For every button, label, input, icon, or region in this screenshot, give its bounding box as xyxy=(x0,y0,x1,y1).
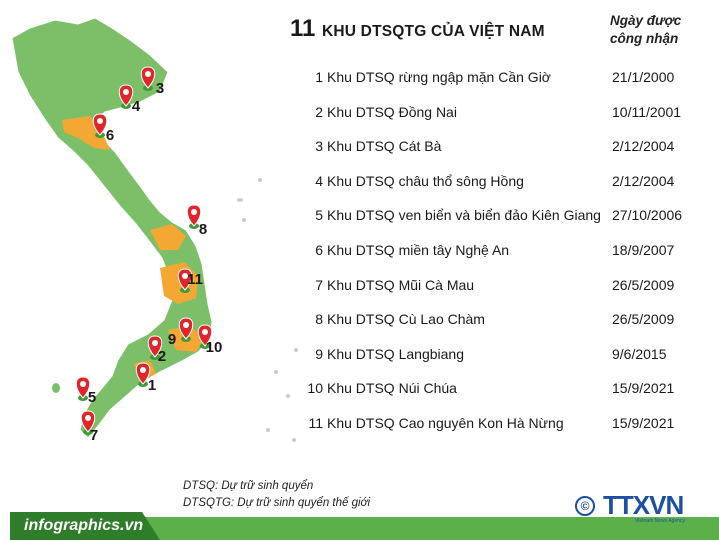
reserve-list: 1 Khu DTSQ rừng ngập mặn Cần Giờ 21/1/2000… xyxy=(305,64,715,445)
reserve-area-nghe-an xyxy=(62,116,110,150)
site-name[interactable]: infographics.vn xyxy=(24,517,144,534)
list-item: 1 Khu DTSQ rừng ngập mặn Cần Giờ 21/1/2000 xyxy=(305,64,715,99)
reserve-date: 15/9/2021 xyxy=(612,414,675,431)
list-item: 9 Khu DTSQ Langbiang 9/6/2015 xyxy=(305,341,715,376)
map-marker-label: 2 xyxy=(158,348,166,365)
map-marker xyxy=(75,376,91,401)
vietnam-map: 34 6 8 11 9 10 21 5 7 xyxy=(11,17,298,444)
list-item: 2 Khu DTSQ Đồng Nai 10/11/2001 xyxy=(305,99,715,134)
reserve-name: Khu DTSQ miền tây Nghệ An xyxy=(327,241,510,258)
reserve-date: 26/5/2009 xyxy=(612,276,675,293)
list-item: 4 Khu DTSQ châu thổ sông Hồng 2/12/2004 xyxy=(305,168,715,203)
reserve-number: 5 xyxy=(315,207,323,224)
ttxvn-logo: © TTXVN Vietnam News Agency xyxy=(575,490,703,524)
reserve-date: 10/11/2001 xyxy=(612,103,682,120)
reserve-area-quang-nam xyxy=(150,224,186,250)
copyright-icon: © xyxy=(575,496,595,516)
reserve-date: 26/5/2009 xyxy=(612,311,675,328)
reserve-date: 9/6/2015 xyxy=(612,345,667,362)
map-marker xyxy=(197,324,213,349)
list-item: 6 Khu DTSQ miền tây Nghệ An 18/9/2007 xyxy=(305,237,715,272)
reserve-number: 1 xyxy=(315,69,323,85)
reserve-name: Khu DTSQ Cù Lao Chàm xyxy=(327,311,485,328)
page-title: KHU DTSQTG CỦA VIỆT NAM xyxy=(322,23,545,40)
reserve-date: 15/9/2021 xyxy=(612,380,675,397)
map-marker-label: 6 xyxy=(106,127,114,144)
reserve-name: Khu DTSQ Mũi Cà Mau xyxy=(327,276,475,293)
reserve-number: 8 xyxy=(315,311,323,328)
reserve-number: 2 xyxy=(315,103,323,120)
list-item: 10 Khu DTSQ Núi Chúa 15/9/2021 xyxy=(305,375,715,410)
reserve-date: 18/9/2007 xyxy=(612,241,675,258)
map-marker-label: 3 xyxy=(156,80,164,97)
island xyxy=(52,383,60,393)
map-marker-label: 1 xyxy=(148,377,156,394)
logo-subtitle: Vietnam News Agency xyxy=(635,518,685,524)
island xyxy=(292,438,296,442)
note-dtsqtg: DTSQTG: Dự trữ sinh quyển thế giới xyxy=(183,497,371,509)
reserve-date: 2/12/2004 xyxy=(612,172,675,189)
island xyxy=(286,394,290,398)
map-marker xyxy=(118,84,134,109)
island xyxy=(266,428,270,432)
reserve-name: Khu DTSQ Núi Chúa xyxy=(327,380,457,397)
reserve-number: 3 xyxy=(315,138,323,155)
date-header-line1: Ngày được xyxy=(610,13,682,28)
reserve-number: 4 xyxy=(315,172,323,189)
reserve-number: 9 xyxy=(315,345,323,362)
header: 11 KHU DTSQTG CỦA VIỆT NAM Ngày được côn… xyxy=(290,12,710,56)
date-column-header: Ngày được công nhận xyxy=(610,12,681,48)
map-marker-label: 4 xyxy=(132,98,141,115)
reserve-number: 7 xyxy=(315,276,323,293)
map-marker xyxy=(178,317,194,342)
note-dtsq: DTSQ: Dự trữ sinh quyển xyxy=(183,480,314,492)
map-marker-label: 9 xyxy=(168,331,176,348)
footer-tab xyxy=(10,512,160,540)
list-item: 7 Khu DTSQ Mũi Cà Mau 26/5/2009 xyxy=(305,272,715,307)
reserve-number: 10 xyxy=(307,380,323,397)
island xyxy=(237,198,243,202)
reserve-number: 6 xyxy=(315,241,323,258)
map-marker-label: 5 xyxy=(88,389,96,406)
reserve-name: Khu DTSQ châu thổ sông Hồng xyxy=(327,172,524,189)
reserve-name: Khu DTSQ rừng ngập mặn Cần Giờ xyxy=(327,69,551,85)
map-marker xyxy=(177,268,193,293)
notes: DTSQ: Dự trữ sinh quyển DTSQTG: Dự trữ s… xyxy=(183,478,370,512)
island xyxy=(242,218,246,222)
reserve-date: 21/1/2000 xyxy=(612,69,675,85)
vietnam-land xyxy=(11,17,213,439)
island xyxy=(274,370,278,374)
list-item: 11 Khu DTSQ Cao nguyên Kon Hà Nừng 15/9/20… xyxy=(305,410,715,445)
title-number: 11 xyxy=(290,15,316,42)
reserve-number: 11 xyxy=(308,414,323,431)
map-marker-label: 7 xyxy=(90,427,98,444)
list-item: 5 Khu DTSQ ven biển và biển đảo Kiên Gian… xyxy=(305,202,715,237)
list-item: 8 Khu DTSQ Cù Lao Chàm 26/5/2009 xyxy=(305,306,715,341)
map-marker xyxy=(147,335,163,360)
footer-bar xyxy=(10,517,719,540)
map-marker-label: 10 xyxy=(206,339,223,356)
island xyxy=(294,348,298,352)
map-marker xyxy=(92,113,108,138)
list-item: 3 Khu DTSQ Cát Bà 2/12/2004 xyxy=(305,133,715,168)
reserve-date: 27/10/2006 xyxy=(612,207,683,224)
map-marker xyxy=(135,362,151,387)
date-header-line2: công nhận xyxy=(610,31,679,46)
logo-brand: TTXVN xyxy=(603,490,684,520)
map-marker xyxy=(80,410,96,435)
reserve-name: Khu DTSQ Đồng Nai xyxy=(327,103,457,120)
map-marker xyxy=(186,204,202,229)
reserve-name: Khu DTSQ ven biển và biển đảo Kiên Giang xyxy=(327,207,601,224)
map-marker-label: 11 xyxy=(187,271,203,288)
reserve-name: Khu DTSQ Langbiang xyxy=(327,345,464,362)
reserve-date: 2/12/2004 xyxy=(612,138,675,155)
reserve-name: Khu DTSQ Cao nguyên Kon Hà Nừng xyxy=(327,414,564,431)
island xyxy=(258,178,262,182)
reserve-name: Khu DTSQ Cát Bà xyxy=(327,138,442,155)
map-marker xyxy=(140,66,156,91)
map-marker-label: 8 xyxy=(199,221,207,238)
